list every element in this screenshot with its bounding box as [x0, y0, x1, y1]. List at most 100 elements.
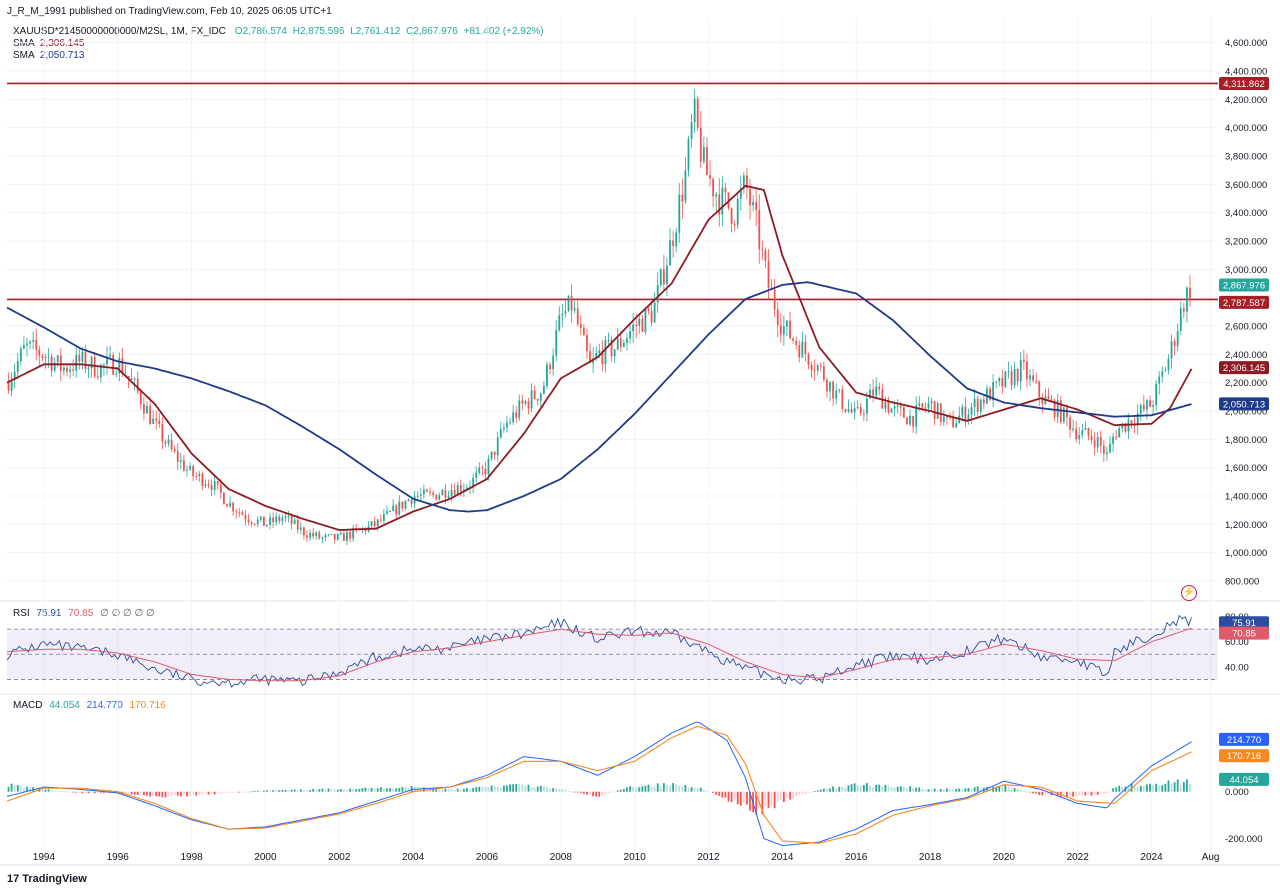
- macd-histogram-bar: [478, 786, 481, 792]
- candle-body: [832, 381, 835, 399]
- macd-histogram-bar: [942, 789, 945, 792]
- macd-histogram-bar: [90, 791, 93, 793]
- macd-histogram-bar: [579, 791, 582, 794]
- macd-histogram-bar: [1112, 788, 1114, 792]
- candle-body: [1102, 445, 1105, 455]
- candle-body: [1124, 423, 1127, 432]
- candle-body: [352, 528, 355, 539]
- candle-body: [586, 335, 588, 352]
- candle-body: [739, 188, 742, 199]
- macd-histogram-bar: [539, 785, 542, 792]
- macd-histogram-bar: [659, 786, 662, 792]
- macd-histogram-bar: [884, 784, 887, 792]
- rsi-label: RSI: [13, 608, 30, 619]
- macd-histogram-bar: [487, 787, 490, 792]
- candle-body: [1099, 436, 1102, 446]
- candle-body: [149, 406, 151, 424]
- candle-body: [219, 484, 222, 493]
- candle-body: [662, 269, 665, 285]
- legend-sma-slow[interactable]: SMA 2,050.713: [13, 50, 84, 61]
- macd-histogram-bar: [493, 785, 496, 792]
- legend-sma-fast[interactable]: SMA 2,306.145: [13, 38, 84, 49]
- macd-histogram-bar: [1139, 785, 1142, 792]
- candle-body: [973, 398, 976, 408]
- alert-lightning-icon[interactable]: ⚡: [1181, 585, 1197, 601]
- candle-body: [672, 240, 675, 247]
- horizontal-levels[interactable]: [7, 82, 1218, 301]
- y-tick-label: 2,400.000: [1225, 350, 1267, 361]
- candle-body: [669, 240, 671, 266]
- macd-signal-line: [6, 726, 1192, 844]
- candle-body: [78, 354, 81, 362]
- macd-histogram-bar: [1078, 791, 1081, 796]
- macd-histogram-bar: [352, 789, 355, 792]
- candle-body: [1047, 396, 1050, 400]
- candle-body: [749, 188, 751, 206]
- candle-body: [210, 485, 213, 490]
- candle-body: [1106, 452, 1108, 455]
- macd-histogram-bar: [779, 791, 782, 800]
- candle-body: [533, 390, 536, 399]
- macd-histogram-bar: [641, 786, 644, 792]
- candle-body: [506, 422, 508, 428]
- candle-body: [373, 521, 376, 527]
- candle-body: [579, 324, 582, 328]
- candle-body: [912, 415, 914, 427]
- macd-histogram-bar: [303, 789, 305, 792]
- macd-histogram-bar: [939, 789, 942, 792]
- macd-histogram-bar: [293, 789, 296, 792]
- macd-histogram-bar: [770, 791, 773, 806]
- macd-histogram-bar: [958, 788, 961, 792]
- candle-body: [376, 519, 379, 527]
- indicator-lines: [6, 184, 1193, 847]
- macd-histogram-bar: [967, 787, 970, 792]
- candle-body: [678, 194, 681, 233]
- candle-body: [99, 364, 102, 378]
- candle-body: [496, 437, 499, 456]
- legend-macd[interactable]: MACD 44.054 214.770 170.716: [13, 700, 166, 711]
- candle-body: [53, 362, 56, 371]
- macd-histogram-bar: [1038, 791, 1041, 796]
- macd-histogram-bar: [570, 791, 573, 793]
- candle-body: [992, 382, 994, 401]
- macd-histogram-bar: [872, 787, 874, 792]
- macd-histogram-bar: [521, 784, 524, 792]
- symbol-label[interactable]: XAUUSD*21450000000000/M2SL, 1M, FX_IDC: [13, 26, 226, 37]
- candle-body: [241, 512, 244, 516]
- macd-histogram-bar: [724, 791, 727, 798]
- candle-body: [244, 515, 247, 520]
- candle-body: [767, 260, 770, 288]
- candle-body: [807, 353, 810, 365]
- candle-body: [946, 416, 948, 418]
- candle-body: [616, 338, 619, 350]
- macd-signal-value: 170.716: [129, 700, 166, 711]
- candle-body: [87, 368, 90, 370]
- y-tick-label: 2,200.000: [1225, 378, 1267, 389]
- candle-body: [835, 390, 838, 399]
- macd-histogram-bar: [844, 787, 847, 792]
- macd-histogram-bar: [1010, 788, 1013, 792]
- candle-body: [561, 313, 564, 316]
- candle-body: [921, 403, 924, 408]
- macd-value: 214.770: [86, 700, 123, 711]
- macd-histogram-bar: [512, 784, 515, 792]
- macd-histogram-bar: [309, 790, 311, 792]
- legend-rsi[interactable]: RSI 75.91 70.85 ∅ ∅ ∅ ∅ ∅: [13, 608, 155, 619]
- macd-histogram-bar: [684, 785, 687, 792]
- candle-body: [687, 138, 690, 171]
- candle-body: [859, 407, 862, 414]
- candle-body: [853, 408, 856, 413]
- candle-body: [1038, 381, 1041, 398]
- candle-body: [706, 147, 708, 176]
- macd-histogram-bar: [1182, 781, 1185, 792]
- footer-logo[interactable]: 17 TradingView: [7, 873, 87, 885]
- candle-body: [115, 373, 118, 375]
- macd-histogram-bar: [179, 791, 182, 797]
- candle-body: [324, 534, 327, 538]
- macd-histogram-bar: [1001, 786, 1004, 792]
- macd-histogram-bar: [546, 787, 548, 792]
- macd-histogram-bar: [902, 786, 905, 792]
- candle-body: [1173, 341, 1176, 346]
- candle-body: [487, 459, 490, 475]
